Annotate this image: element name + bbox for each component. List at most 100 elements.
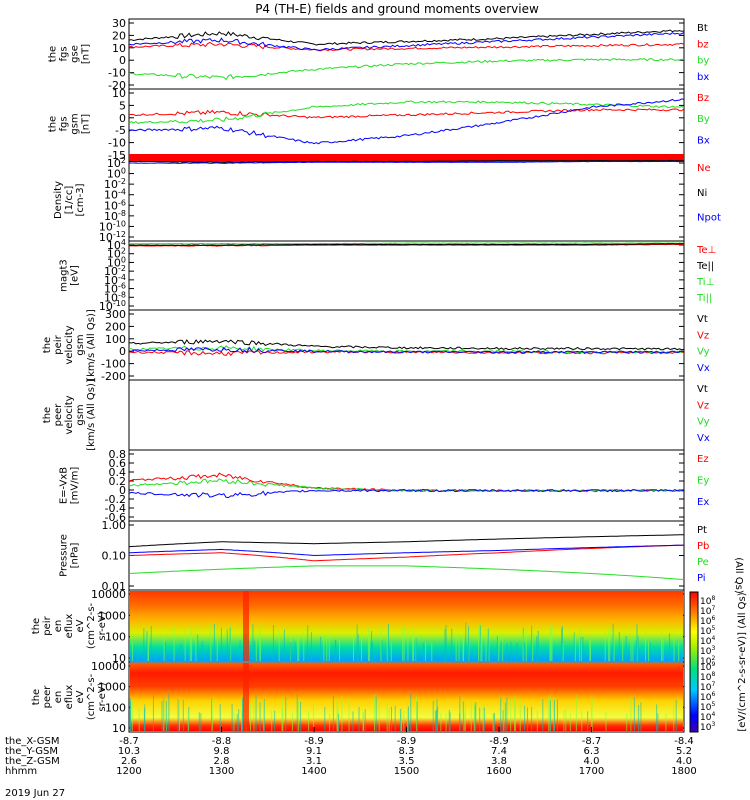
y-axis-label-line: gsm	[75, 404, 86, 425]
spectrogram	[130, 591, 683, 661]
y-axis-label: the fgs gsm [nT]	[48, 113, 92, 134]
spectrogram-feature	[243, 591, 249, 661]
y-axis-label-line: peer	[42, 685, 53, 709]
y-axis-label-line: magt3	[59, 259, 70, 292]
y-axis-label: magt3 [eV]	[59, 259, 81, 292]
y-axis-label-line: fgs	[59, 46, 70, 61]
y-axis-label-line: en	[53, 691, 64, 704]
y-tick-label: -10	[108, 137, 126, 150]
x-row-value: 1500	[394, 766, 419, 777]
colorbar-tick: 102	[700, 655, 715, 667]
y-axis-label: the peer en eflux eV (cm^2-s-sr-eV)	[31, 673, 108, 720]
y-axis-label-line: sr-eV)	[97, 682, 108, 711]
legend-Ey: Ey	[697, 476, 709, 487]
x-row-value: -8.9	[304, 736, 324, 747]
legend-Te||: Te||	[696, 261, 714, 272]
series-Ti	[128, 242, 684, 245]
plot-title: P4 (TH-E) fields and ground moments over…	[255, 2, 539, 16]
x-row-value: 9.8	[214, 746, 230, 757]
colorbar-strip	[689, 591, 699, 733]
series-Ni	[128, 159, 685, 164]
spectrogram-feature	[243, 663, 249, 731]
y-axis-label-line: peir	[53, 334, 64, 354]
y-axis-label-line: (cm^2-s-	[86, 673, 97, 720]
colorbar-tick: 107	[700, 681, 715, 693]
x-row-name: the_Z-GSM	[5, 756, 60, 767]
y-axis-label-line: velocity	[64, 395, 75, 434]
series-Bx	[128, 98, 685, 145]
x-row-value: 1700	[579, 766, 604, 777]
y-axis-label-line: sr-eV)	[97, 611, 108, 640]
y-tick-label: 300	[105, 308, 126, 321]
y-tick-label: 20	[112, 29, 126, 42]
y-axis-label-line: [km/s (All Qs)]	[86, 309, 97, 381]
y-tick-label: 100	[107, 167, 126, 181]
colorbar-label-text: [eV/(cm^2-s-sr-eV)] (All Qs)	[737, 592, 748, 731]
legend-Vt: Vt	[697, 314, 708, 325]
y-axis-label-line: the	[48, 116, 59, 132]
legend-Ni: Ni	[697, 188, 707, 199]
y-axis-label-line: the	[42, 337, 53, 353]
legend-Pt: Pt	[697, 525, 707, 536]
y-tick-label: 5	[119, 99, 126, 112]
x-row-value: 3.5	[399, 756, 415, 767]
y-axis-label-line: velocity	[64, 325, 75, 364]
x-row-value: 3.8	[491, 756, 507, 767]
series-by	[128, 58, 685, 81]
colorbar-tick: 103	[700, 645, 715, 657]
y-tick-label: 30	[112, 17, 126, 30]
y-axis-label: the peir velocity gsm [km/s (All Qs)]	[42, 309, 97, 381]
legend-Bt: Bt	[697, 23, 708, 34]
y-tick-label: 10-2	[104, 264, 126, 278]
panel-frame	[128, 520, 685, 591]
y-axis-label-line: eV	[75, 619, 86, 632]
x-axis-labels: the_X-GSM -8.7 -8.8 -8.9 -8.9 -8.9 -8.7 -8.4 the…	[5, 727, 697, 799]
x-row-name: the_X-GSM	[5, 736, 59, 747]
series-Ey	[128, 478, 685, 493]
y-tick-label: 10-4	[104, 188, 126, 202]
y-tick-label: 10	[112, 652, 126, 665]
series-Ex	[128, 488, 685, 499]
y-axis-label-line: eflux	[64, 614, 75, 639]
y-tick-label: 200	[105, 320, 126, 333]
colorbar-tick: 104	[700, 711, 715, 723]
y-axis-label-line: en	[53, 620, 64, 633]
y-tick-label: 10-10	[99, 219, 126, 233]
y-tick-label: 0	[119, 345, 126, 358]
colorbar-tick: 107	[700, 605, 715, 617]
y-tick-label: -10	[108, 67, 126, 80]
series-Pb	[128, 544, 685, 562]
series-Pi	[128, 544, 685, 557]
y-axis-label-line: [cm-3]	[75, 183, 86, 216]
y-axis-label: the peer velocity gsm [km/s (All Qs)]	[42, 379, 97, 451]
colorbar-tick: 108	[700, 595, 715, 607]
legend-Vy: Vy	[697, 347, 710, 358]
ne-band	[129, 154, 684, 162]
y-tick-label: 10000	[91, 660, 126, 673]
panel-peir-eflux: 10000 1000 100 10 the peir en eflux eV (cm^2-s-sr…	[31, 588, 685, 665]
legend-Pi: Pi	[697, 573, 706, 584]
y-tick-label: -0.4	[105, 502, 126, 515]
x-row-name: the_Y-GSM	[5, 746, 58, 757]
y-tick-label: 0.4	[109, 466, 127, 479]
panel-frame	[128, 240, 685, 311]
y-tick-label: 0.01	[102, 580, 127, 593]
y-tick-label: 1.00	[102, 519, 127, 532]
y-axis-label: the peir en eflux eV (cm^2-s-sr-eV)	[31, 602, 108, 649]
x-row-value: 8.3	[399, 746, 415, 757]
y-axis-label: Pressure [nPa]	[59, 534, 81, 577]
y-axis-label-line: [nT]	[81, 114, 92, 134]
series-Vt	[128, 339, 685, 351]
panel-frame	[128, 88, 685, 160]
colorbar-tick: 106	[700, 615, 715, 627]
legend-Ti⊥: Ti⊥	[696, 277, 714, 288]
legend-Vx: Vx	[697, 363, 710, 374]
x-row-value: -8.8	[212, 736, 232, 747]
x-row-value: 10.3	[118, 746, 140, 757]
y-tick-label: 10-8	[104, 290, 126, 304]
legend-Te⊥: Te⊥	[696, 245, 716, 256]
x-row-name: hhmm	[5, 766, 37, 777]
